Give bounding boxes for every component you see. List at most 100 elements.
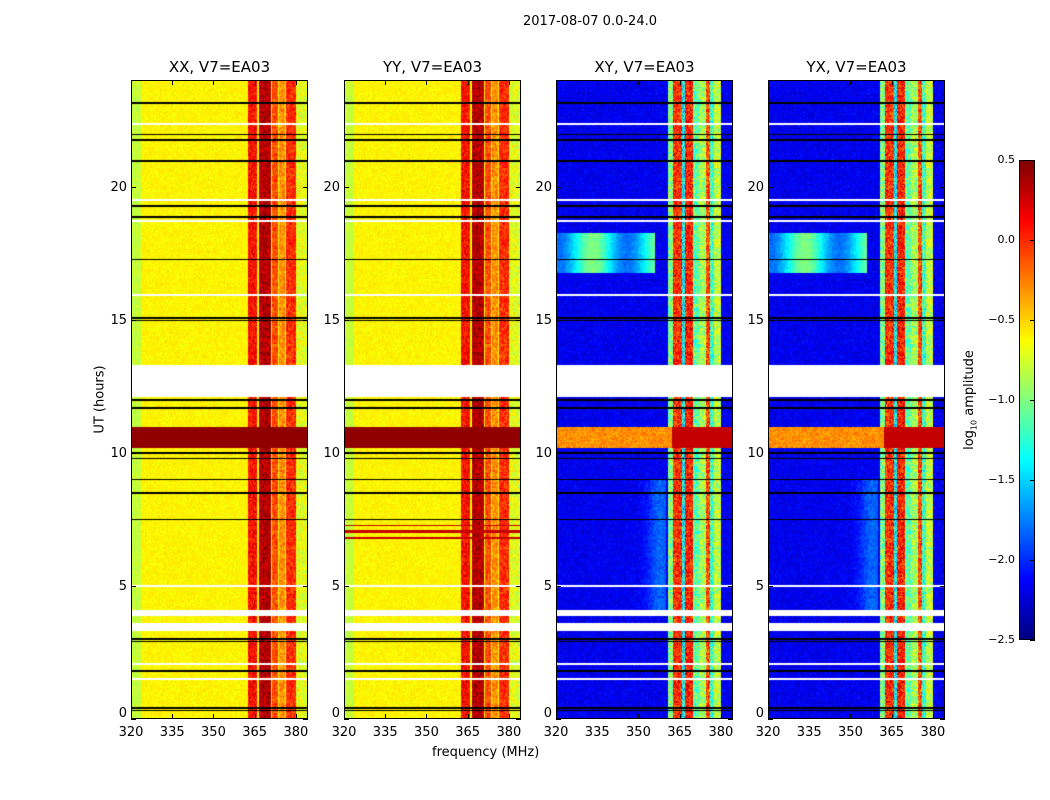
colorbar-tick-mark bbox=[1030, 640, 1035, 641]
y-tick-mark bbox=[131, 585, 136, 587]
x-tick-label: 365 bbox=[879, 725, 905, 740]
colorbar-tick-mark bbox=[1030, 240, 1035, 241]
y-tick-mark bbox=[556, 319, 561, 321]
x-tick-mark bbox=[850, 80, 852, 85]
x-tick-label: 380 bbox=[496, 725, 522, 740]
x-tick-mark bbox=[131, 714, 132, 719]
x-tick-mark bbox=[508, 80, 510, 85]
y-tick-label: 10 bbox=[535, 445, 552, 461]
x-tick-label: 320 bbox=[118, 725, 144, 740]
x-tick-mark bbox=[768, 714, 769, 719]
y-tick-label: 0 bbox=[755, 706, 764, 721]
colorbar-tick-label: 0.0 bbox=[997, 233, 1016, 246]
colorbar-tick-mark bbox=[1030, 480, 1035, 481]
y-tick-label: 15 bbox=[110, 312, 127, 328]
y-tick-label: 0 bbox=[331, 706, 340, 721]
x-tick-mark bbox=[638, 714, 640, 719]
y-axis-label: UT (hours) bbox=[92, 365, 108, 434]
x-tick-mark bbox=[638, 80, 640, 85]
y-tick-label: 15 bbox=[535, 312, 552, 328]
y-tick-mark bbox=[728, 585, 733, 587]
y-tick-mark bbox=[768, 452, 773, 454]
colorbar-tick-label: −2.0 bbox=[988, 553, 1015, 566]
x-tick-mark bbox=[172, 80, 174, 85]
panel-title: XX, V7=EA03 bbox=[168, 58, 271, 76]
x-tick-mark bbox=[809, 714, 811, 719]
heatmap-panel-yx bbox=[768, 80, 945, 719]
y-tick-mark bbox=[768, 585, 773, 587]
heatmap-image bbox=[132, 81, 307, 718]
colorbar-tick-label: −1.0 bbox=[988, 393, 1015, 406]
panel-title: YY, V7=EA03 bbox=[382, 58, 483, 76]
y-tick-mark bbox=[516, 186, 521, 188]
x-tick-label: 365 bbox=[455, 725, 481, 740]
y-tick-label: 15 bbox=[747, 312, 764, 328]
y-tick-label: 10 bbox=[110, 445, 127, 461]
x-tick-mark bbox=[720, 80, 722, 85]
x-tick-label: 320 bbox=[543, 725, 569, 740]
y-tick-mark bbox=[516, 319, 521, 321]
x-tick-mark bbox=[768, 80, 769, 85]
x-tick-mark bbox=[426, 80, 428, 85]
y-tick-mark bbox=[303, 319, 308, 321]
colorbar-gradient bbox=[1020, 161, 1034, 639]
heatmap-panel-yy bbox=[344, 80, 521, 719]
x-tick-label: 335 bbox=[372, 725, 398, 740]
colorbar-tick-mark bbox=[1030, 560, 1035, 561]
y-tick-label: 15 bbox=[323, 312, 340, 328]
x-tick-label: 335 bbox=[796, 725, 822, 740]
colorbar-tick-label: −2.5 bbox=[988, 633, 1015, 646]
colorbar-tick-mark bbox=[1030, 320, 1035, 321]
panel-title: YX, V7=EA03 bbox=[806, 58, 907, 76]
x-tick-label: 380 bbox=[708, 725, 734, 740]
y-tick-mark bbox=[768, 319, 773, 321]
x-tick-mark bbox=[295, 80, 297, 85]
x-tick-mark bbox=[891, 714, 893, 719]
y-tick-mark bbox=[940, 186, 945, 188]
colorbar-tick-label: −1.5 bbox=[988, 473, 1015, 486]
x-tick-mark bbox=[213, 80, 215, 85]
x-tick-mark bbox=[254, 80, 256, 85]
y-tick-mark bbox=[728, 452, 733, 454]
x-tick-label: 350 bbox=[838, 725, 863, 740]
heatmap-image bbox=[557, 81, 732, 718]
y-tick-mark bbox=[131, 452, 136, 454]
colorbar-tick-mark bbox=[1030, 400, 1035, 401]
colorbar-label: log10 amplitude bbox=[962, 350, 979, 450]
y-tick-mark bbox=[940, 585, 945, 587]
y-tick-mark bbox=[728, 719, 733, 720]
x-tick-label: 350 bbox=[201, 725, 226, 740]
x-tick-mark bbox=[295, 714, 297, 719]
figure-title: 2017-08-07 0.0-24.0 bbox=[523, 14, 657, 29]
x-tick-label: 365 bbox=[667, 725, 693, 740]
y-tick-mark bbox=[131, 186, 136, 188]
y-tick-mark bbox=[131, 719, 136, 720]
y-tick-label: 0 bbox=[118, 706, 127, 721]
y-tick-mark bbox=[344, 319, 349, 321]
y-tick-mark bbox=[728, 319, 733, 321]
x-axis-label: frequency (MHz) bbox=[432, 745, 540, 760]
y-tick-mark bbox=[344, 186, 349, 188]
y-tick-mark bbox=[303, 585, 308, 587]
y-tick-label: 5 bbox=[331, 578, 340, 594]
x-tick-label: 320 bbox=[755, 725, 781, 740]
panel-title: XY, V7=EA03 bbox=[594, 58, 695, 76]
colorbar-tick-label: 0.5 bbox=[997, 153, 1016, 166]
x-tick-mark bbox=[254, 714, 256, 719]
x-tick-mark bbox=[385, 714, 387, 719]
x-tick-mark bbox=[679, 80, 681, 85]
heatmap-panel-xx bbox=[131, 80, 308, 719]
y-tick-mark bbox=[303, 719, 308, 720]
y-tick-mark bbox=[728, 186, 733, 188]
x-tick-mark bbox=[597, 80, 599, 85]
x-tick-mark bbox=[932, 714, 934, 719]
y-tick-label: 5 bbox=[755, 578, 764, 594]
y-tick-label: 20 bbox=[535, 179, 552, 195]
x-tick-mark bbox=[809, 80, 811, 85]
heatmap-image bbox=[769, 81, 944, 718]
y-tick-mark bbox=[768, 719, 773, 720]
x-tick-label: 380 bbox=[920, 725, 946, 740]
x-tick-mark bbox=[556, 80, 557, 85]
y-tick-mark bbox=[516, 452, 521, 454]
x-tick-label: 365 bbox=[242, 725, 268, 740]
